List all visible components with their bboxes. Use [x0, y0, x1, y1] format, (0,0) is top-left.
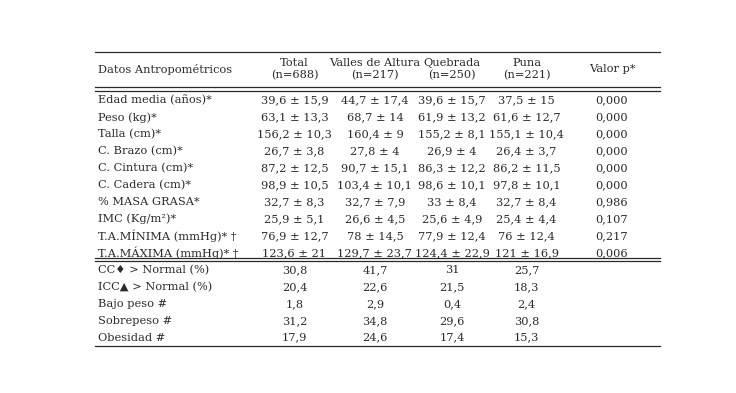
Text: 17,4: 17,4 [439, 332, 465, 343]
Text: 44,7 ± 17,4: 44,7 ± 17,4 [341, 95, 408, 105]
Text: 32,7 ± 8,4: 32,7 ± 8,4 [497, 197, 557, 207]
Text: 21,5: 21,5 [439, 282, 465, 292]
Text: 76,9 ± 12,7: 76,9 ± 12,7 [261, 231, 328, 241]
Text: 123,6 ± 21: 123,6 ± 21 [263, 248, 327, 258]
Text: 39,6 ± 15,7: 39,6 ± 15,7 [418, 95, 486, 105]
Text: 26,7 ± 3,8: 26,7 ± 3,8 [264, 146, 325, 156]
Text: IMC (Kg/m²)*: IMC (Kg/m²)* [99, 214, 177, 224]
Text: 17,9: 17,9 [282, 332, 307, 343]
Text: 29,6: 29,6 [439, 316, 465, 326]
Text: 33 ± 8,4: 33 ± 8,4 [428, 197, 477, 207]
Text: 1,8: 1,8 [286, 299, 303, 309]
Text: 98,9 ± 10,5: 98,9 ± 10,5 [261, 180, 328, 190]
Text: 97,8 ± 10,1: 97,8 ± 10,1 [493, 180, 560, 190]
Text: 0,986: 0,986 [595, 197, 629, 207]
Text: ICC▲ > Normal (%): ICC▲ > Normal (%) [99, 282, 213, 292]
Text: 86,2 ± 11,5: 86,2 ± 11,5 [493, 163, 560, 173]
Text: 30,8: 30,8 [282, 265, 307, 275]
Text: 61,9 ± 13,2: 61,9 ± 13,2 [418, 112, 486, 122]
Text: 0,000: 0,000 [595, 180, 629, 190]
Text: 25,7: 25,7 [514, 265, 539, 275]
Text: 37,5 ± 15: 37,5 ± 15 [498, 95, 555, 105]
Text: 26,6 ± 4,5: 26,6 ± 4,5 [344, 214, 405, 224]
Text: Total
(n=688): Total (n=688) [271, 58, 318, 81]
Text: Bajo peso #: Bajo peso # [99, 299, 167, 309]
Text: T.A.MÍNIMA (mmHg)* †: T.A.MÍNIMA (mmHg)* † [99, 230, 237, 242]
Text: 0,000: 0,000 [595, 95, 629, 105]
Text: 25,6 ± 4,9: 25,6 ± 4,9 [422, 214, 482, 224]
Text: 0,000: 0,000 [595, 129, 629, 139]
Text: 27,8 ± 4: 27,8 ± 4 [350, 146, 400, 156]
Text: 86,3 ± 12,2: 86,3 ± 12,2 [418, 163, 486, 173]
Text: 39,6 ± 15,9: 39,6 ± 15,9 [261, 95, 328, 105]
Text: 61,6 ± 12,7: 61,6 ± 12,7 [493, 112, 560, 122]
Text: Puna
(n=221): Puna (n=221) [503, 58, 551, 81]
Text: 68,7 ± 14: 68,7 ± 14 [347, 112, 403, 122]
Text: 2,4: 2,4 [517, 299, 536, 309]
Text: 25,9 ± 5,1: 25,9 ± 5,1 [264, 214, 325, 224]
Text: 26,4 ± 3,7: 26,4 ± 3,7 [497, 146, 557, 156]
Text: 32,7 ± 8,3: 32,7 ± 8,3 [264, 197, 325, 207]
Text: 103,4 ± 10,1: 103,4 ± 10,1 [338, 180, 412, 190]
Text: C. Cintura (cm)*: C. Cintura (cm)* [99, 163, 194, 173]
Text: 30,8: 30,8 [514, 316, 539, 326]
Text: 87,2 ± 12,5: 87,2 ± 12,5 [261, 163, 328, 173]
Text: 124,4 ± 22,9: 124,4 ± 22,9 [415, 248, 489, 258]
Text: 25,4 ± 4,4: 25,4 ± 4,4 [497, 214, 557, 224]
Text: CC♦ > Normal (%): CC♦ > Normal (%) [99, 265, 210, 275]
Text: 0,000: 0,000 [595, 112, 629, 122]
Text: 0,000: 0,000 [595, 146, 629, 156]
Text: 15,3: 15,3 [514, 332, 539, 343]
Text: 26,9 ± 4: 26,9 ± 4 [428, 146, 477, 156]
Text: 22,6: 22,6 [362, 282, 388, 292]
Text: 20,4: 20,4 [282, 282, 307, 292]
Text: 0,107: 0,107 [595, 214, 629, 224]
Text: Quebrada
(n=250): Quebrada (n=250) [424, 58, 481, 81]
Text: Peso (kg)*: Peso (kg)* [99, 112, 157, 123]
Text: 31,2: 31,2 [282, 316, 307, 326]
Text: 129,7 ± 23,7: 129,7 ± 23,7 [338, 248, 412, 258]
Text: Valor p*: Valor p* [589, 64, 635, 74]
Text: 156,2 ± 10,3: 156,2 ± 10,3 [257, 129, 332, 139]
Text: 155,1 ± 10,4: 155,1 ± 10,4 [489, 129, 564, 139]
Text: 0,000: 0,000 [595, 163, 629, 173]
Text: 98,6 ± 10,1: 98,6 ± 10,1 [418, 180, 486, 190]
Text: 0,4: 0,4 [443, 299, 461, 309]
Text: Edad media (años)*: Edad media (años)* [99, 95, 212, 106]
Text: 2,9: 2,9 [366, 299, 384, 309]
Text: 63,1 ± 13,3: 63,1 ± 13,3 [261, 112, 328, 122]
Text: 34,8: 34,8 [362, 316, 388, 326]
Text: 160,4 ± 9: 160,4 ± 9 [347, 129, 403, 139]
Text: 77,9 ± 12,4: 77,9 ± 12,4 [418, 231, 486, 241]
Text: Valles de Altura
(n=217): Valles de Altura (n=217) [329, 58, 420, 81]
Text: 24,6: 24,6 [362, 332, 388, 343]
Text: 18,3: 18,3 [514, 282, 539, 292]
Text: T.A.MÁXIMA (mmHg)* †: T.A.MÁXIMA (mmHg)* † [99, 247, 238, 259]
Text: 0,006: 0,006 [595, 248, 629, 258]
Text: 0,217: 0,217 [595, 231, 629, 241]
Text: 31: 31 [445, 265, 459, 275]
Text: 41,7: 41,7 [362, 265, 388, 275]
Text: % MASA GRASA*: % MASA GRASA* [99, 197, 200, 207]
Text: C. Brazo (cm)*: C. Brazo (cm)* [99, 146, 183, 156]
Text: 155,2 ± 8,1: 155,2 ± 8,1 [418, 129, 486, 139]
Text: Datos Antropométricos: Datos Antropométricos [99, 64, 233, 75]
Text: 32,7 ± 7,9: 32,7 ± 7,9 [344, 197, 405, 207]
Text: 121 ± 16,9: 121 ± 16,9 [495, 248, 559, 258]
Text: C. Cadera (cm)*: C. Cadera (cm)* [99, 180, 191, 190]
Text: Obesidad #: Obesidad # [99, 332, 166, 343]
Text: 76 ± 12,4: 76 ± 12,4 [498, 231, 555, 241]
Text: Talla (cm)*: Talla (cm)* [99, 129, 161, 140]
Text: 90,7 ± 15,1: 90,7 ± 15,1 [341, 163, 408, 173]
Text: 78 ± 14,5: 78 ± 14,5 [347, 231, 403, 241]
Text: Sobrepeso #: Sobrepeso # [99, 316, 172, 326]
